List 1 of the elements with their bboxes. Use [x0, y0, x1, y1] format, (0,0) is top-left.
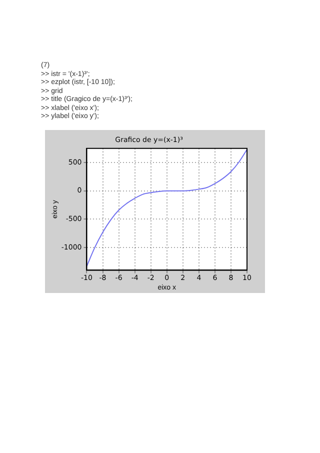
line-series — [86, 149, 247, 267]
